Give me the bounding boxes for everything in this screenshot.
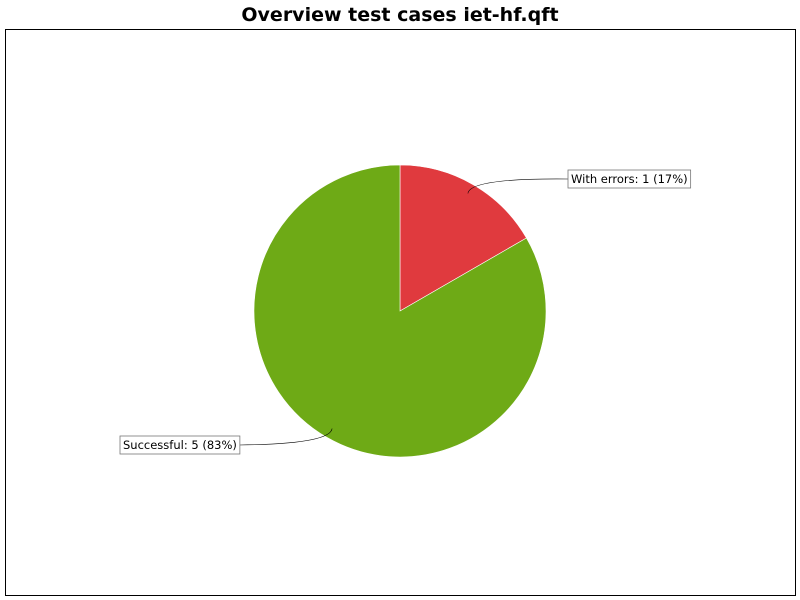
plot-area-frame	[5, 29, 796, 596]
slice-label-successful: Successful: 5 (83%)	[123, 438, 237, 452]
chart-title: Overview test cases iet-hf.qft	[241, 4, 559, 26]
slice-label-box	[567, 169, 692, 189]
leader-line	[239, 428, 333, 446]
pie-slice-successful	[253, 164, 547, 458]
slice-label-box	[119, 435, 241, 455]
slice-label-with-errors: With errors: 1 (17%)	[571, 172, 688, 186]
leader-line	[467, 178, 569, 194]
pie-slice-with-errors	[399, 164, 527, 312]
